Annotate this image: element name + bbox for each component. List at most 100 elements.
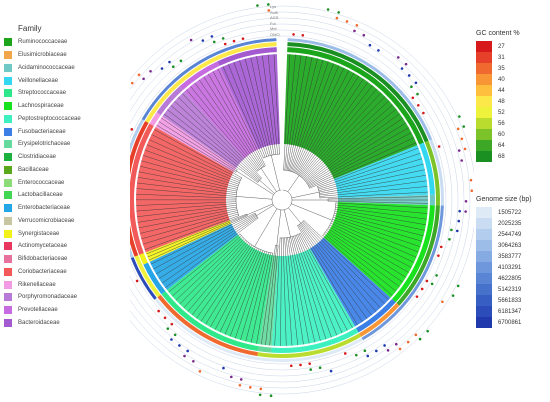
- gc-legend-label: 40: [498, 76, 505, 83]
- gc-legend-label: 48: [498, 98, 505, 105]
- marker-dot: [137, 73, 141, 77]
- genome-size-legend-label: 4622805: [498, 275, 522, 282]
- marker-dot: [414, 81, 418, 85]
- gc-legend-item: 48: [476, 96, 520, 107]
- family-legend-item: Verrucomicrobiaceae: [4, 215, 124, 228]
- marker-dot: [469, 178, 473, 182]
- marker-dot: [309, 368, 312, 371]
- marker-dot: [222, 366, 225, 370]
- family-legend-label: Veillonellaceae: [18, 77, 59, 84]
- marker-dot: [355, 353, 358, 357]
- gc-legend-item: 35: [476, 63, 520, 74]
- genome-size-legend-swatch: [476, 229, 492, 240]
- marker-dot: [192, 359, 195, 363]
- marker-dot: [166, 327, 170, 330]
- family-sector: [184, 67, 259, 159]
- family-legend-label: Bacteroidaceae: [18, 319, 60, 326]
- family-ring-segment: [143, 262, 166, 295]
- family-legend-swatch: [4, 242, 12, 251]
- family-legend-swatch: [4, 267, 12, 276]
- family-sector: [149, 223, 238, 290]
- marker-dot: [212, 40, 216, 44]
- family-legend-swatch: [4, 216, 12, 225]
- marker-dot: [457, 219, 461, 223]
- marker-dot: [463, 147, 467, 151]
- marker-dot: [168, 60, 171, 64]
- gc-ring-segment: [424, 140, 440, 206]
- gc-legend-swatch: [476, 140, 492, 151]
- family-ring-segment: [356, 299, 396, 333]
- marker-dot: [456, 127, 460, 131]
- gc-ring-segment: [359, 303, 400, 337]
- family-legend-swatch: [4, 306, 12, 315]
- family-legend-item: Enterococcaceae: [4, 176, 124, 189]
- genome-size-ring-segment: [429, 139, 445, 206]
- family-legend-item: Peptostreptococcaceae: [4, 113, 124, 126]
- gc-legend-label: 44: [498, 87, 505, 94]
- family-legend-item: Actinomycetaceae: [4, 240, 124, 253]
- genome-size-legend-item: 5661833: [476, 295, 532, 306]
- family-legend-label: Peptostreptococcaceae: [18, 115, 81, 122]
- marker-dot: [130, 81, 134, 85]
- genome-size-legend-swatch: [476, 306, 492, 317]
- marker-dot: [460, 137, 464, 141]
- family-legend-item: Synergistaceae: [4, 227, 124, 240]
- genome-size-ring-segment: [130, 256, 157, 300]
- family-legend-item: Bacillaceae: [4, 164, 124, 177]
- family-legend-label: Actinomycetaceae: [18, 243, 68, 250]
- family-legend-swatch: [4, 318, 12, 327]
- family-legend: Family Ruminococcaceae Elusimicrobiaceae A…: [4, 24, 124, 329]
- genome-size-legend-swatch: [476, 262, 492, 273]
- genome-size-legend-item: 4622805: [476, 273, 532, 284]
- genome-size-legend-items: 1505722 2025235 2544749 3064263 3583777 41032…: [476, 207, 532, 328]
- family-legend-item: Bifidobacteriaceae: [4, 253, 124, 266]
- genome-size-legend-label: 5661833: [498, 297, 522, 304]
- family-legend-item: Rikenellaceae: [4, 278, 124, 291]
- genome-size-legend-swatch: [476, 207, 492, 218]
- gc-legend-title: GC content %: [476, 30, 520, 37]
- family-legend-swatch: [4, 229, 12, 238]
- gc-ring-segment: [287, 42, 429, 143]
- genome-size-legend-item: 3583777: [476, 251, 532, 262]
- family-legend-swatch: [4, 153, 12, 162]
- gc-legend-item: 68: [476, 151, 520, 162]
- genome-size-legend-label: 6700861: [498, 319, 522, 326]
- marker-dot: [343, 352, 347, 355]
- gc-legend-label: 68: [498, 153, 505, 160]
- marker-dot: [221, 37, 225, 40]
- marker-dot: [437, 145, 441, 148]
- family-legend-swatch: [4, 204, 12, 213]
- gc-legend-label: 27: [498, 43, 505, 50]
- marker-dot: [464, 199, 468, 203]
- family-ring-segment: [258, 346, 272, 353]
- family-ring-segment: [287, 47, 424, 145]
- family-legend-swatch: [4, 280, 12, 289]
- gc-legend-swatch: [476, 74, 492, 85]
- genome-size-legend-item: 1505722: [476, 207, 532, 218]
- family-legend-swatch: [4, 140, 12, 149]
- gc-ring-segment: [134, 255, 161, 298]
- marker-dot: [398, 347, 402, 351]
- gc-legend-label: 52: [498, 109, 505, 116]
- gc-legend-item: 60: [476, 129, 520, 140]
- family-legend-item: Lachnospiraceae: [4, 100, 124, 113]
- marker-dot: [335, 16, 339, 20]
- genome-size-ring-segment: [287, 38, 433, 141]
- ring-labels: Lys Sulfi AGS Fol Met OMO: [270, 4, 280, 38]
- gc-legend-items: 27 31 35 40 44 48 52 56 60 64 68: [476, 41, 520, 162]
- marker-dot: [130, 128, 134, 131]
- family-sector: [259, 255, 279, 346]
- genome-size-legend-title: Genome size (bp): [476, 196, 532, 203]
- marker-dot: [458, 209, 461, 213]
- marker-dot: [416, 92, 419, 96]
- family-ring-segment: [179, 61, 220, 91]
- genome-size-legend-swatch: [476, 317, 492, 328]
- marker-dot: [189, 38, 193, 42]
- gc-legend-item: 40: [476, 74, 520, 85]
- family-legend-item: Enterobacteriaceae: [4, 202, 124, 215]
- marker-dot: [410, 85, 413, 89]
- family-legend-label: Acidaminococcaceae: [18, 64, 75, 71]
- genome-size-legend-item: 3064263: [476, 240, 532, 251]
- genome-size-legend-label: 3064263: [498, 242, 522, 249]
- family-legend-item: Acidaminococcaceae: [4, 62, 124, 75]
